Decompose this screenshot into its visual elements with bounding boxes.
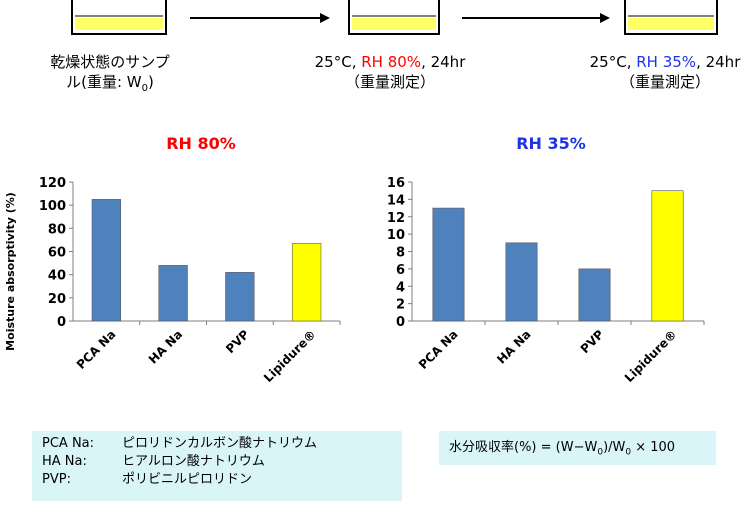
chart2-category-label: HA Na: [494, 327, 533, 366]
chart2-category-label: PVP: [578, 327, 607, 356]
formula-sub2: 0: [625, 447, 632, 458]
chart1-category-label: HA Na: [146, 327, 185, 366]
step1-line2-text: ル(重量: W: [66, 73, 142, 91]
chart1-category-label: Lipidure®: [261, 327, 319, 385]
chart1-bar: [291, 243, 322, 322]
chart1-y-tick-label: 0: [57, 315, 66, 330]
formula-mid: )/W: [603, 440, 626, 455]
chart2-y-tick-label: 16: [387, 176, 405, 191]
step3-temp: 25°C,: [589, 53, 637, 71]
chart1-bar: [225, 272, 255, 322]
process-diagram: [71, 0, 718, 35]
chart2-title: RH 35%: [516, 134, 586, 153]
formula-box: 水分吸収率(%) = (W−W0)/W0 × 100: [439, 431, 716, 465]
abbreviation-row: PVP: ポリビニルピロリドン: [42, 471, 392, 489]
chart2-category-label: Lipidure®: [622, 327, 680, 385]
chart1-y-tick-label: 80: [48, 222, 66, 237]
abbreviation-value: ヒアルロン酸ナトリウム: [122, 454, 265, 469]
chart1-y-tick-label: 40: [48, 269, 66, 284]
step1-line1: 乾燥状態のサンプ: [50, 53, 170, 71]
step1-line2: ル(重量: W0): [10, 72, 210, 99]
step3-line2: （重量測定）: [619, 73, 710, 91]
container-icon-2: [348, 0, 440, 35]
chart1-y-tick-label: 60: [48, 246, 66, 261]
chart1-y-axis-label: Moisture absorptivity (%): [4, 192, 17, 351]
step1-label: 乾燥状態のサンプ ル(重量: W0): [10, 52, 210, 99]
step2-line2: （重量測定）: [344, 73, 435, 91]
step2-temp: 25°C,: [314, 53, 362, 71]
chart2-y-tick-label: 8: [396, 246, 405, 261]
chart1-y-tick-label: 20: [48, 292, 66, 307]
chart1-bar: [158, 265, 188, 322]
abbreviation-row: HA Na: ヒアルロン酸ナトリウム: [42, 453, 392, 471]
chart1-y-tick-label: 120: [39, 176, 66, 191]
chart2-y-tick-label: 10: [387, 228, 405, 243]
chart1-y-tick-label: 100: [39, 199, 66, 214]
abbreviation-key: PVP:: [42, 472, 71, 487]
chart2-bar: [651, 190, 684, 322]
step2-line1: 25°C, RH 80%, 24hr: [300, 52, 480, 72]
chart2-y-tick-label: 14: [387, 193, 405, 208]
chart2-y-tick-label: 2: [396, 298, 405, 313]
step2-duration: , 24hr: [421, 53, 466, 71]
arrow-icon-1: [190, 13, 330, 23]
chart2-bar: [578, 268, 611, 322]
abbreviation-key: HA Na:: [42, 454, 87, 469]
step3-duration: , 24hr: [696, 53, 741, 71]
step1-subscript: 0: [141, 83, 149, 94]
abbreviation-box: PCA Na: ピロリドンカルボン酸ナトリウム HA Na: ヒアルロン酸ナトリウム P…: [32, 431, 402, 501]
step2-label: 25°C, RH 80%, 24hr （重量測定）: [300, 52, 480, 92]
formula-sub1: 0: [597, 447, 604, 458]
abbreviation-row: PCA Na: ピロリドンカルボン酸ナトリウム: [42, 435, 392, 453]
chart2-y-tick-label: 6: [396, 263, 405, 278]
abbreviation-value: ピロリドンカルボン酸ナトリウム: [122, 436, 318, 451]
abbreviation-value: ポリビニルピロリドン: [122, 472, 253, 487]
chart1-category-label: PVP: [223, 327, 252, 356]
formula-post: × 100: [631, 440, 676, 455]
chart2-bar: [432, 207, 465, 322]
step3-line1: 25°C, RH 35%, 24hr: [575, 52, 750, 72]
step2-rh: RH 80%: [361, 53, 422, 71]
chart2-bar: [505, 242, 538, 322]
chart1-bar: [91, 199, 122, 322]
step3-label: 25°C, RH 35%, 24hr （重量測定）: [575, 52, 750, 92]
abbreviation-key: PCA Na:: [42, 436, 95, 451]
arrow-icon-2: [462, 13, 610, 23]
container-icon-3: [624, 0, 718, 35]
chart1-title: RH 80%: [166, 134, 236, 153]
step1-line2-close: ): [148, 73, 154, 91]
container-icon-1: [71, 0, 167, 35]
formula-text: 水分吸収率(%) = (W−W: [449, 440, 598, 455]
chart1-category-label: PCA Na: [74, 327, 119, 372]
chart2-y-tick-label: 0: [396, 315, 405, 330]
chart2-y-tick-label: 4: [396, 280, 405, 295]
chart2-y-tick-label: 12: [387, 211, 405, 226]
step3-rh: RH 35%: [636, 53, 697, 71]
chart2-category-label: PCA Na: [416, 327, 461, 372]
